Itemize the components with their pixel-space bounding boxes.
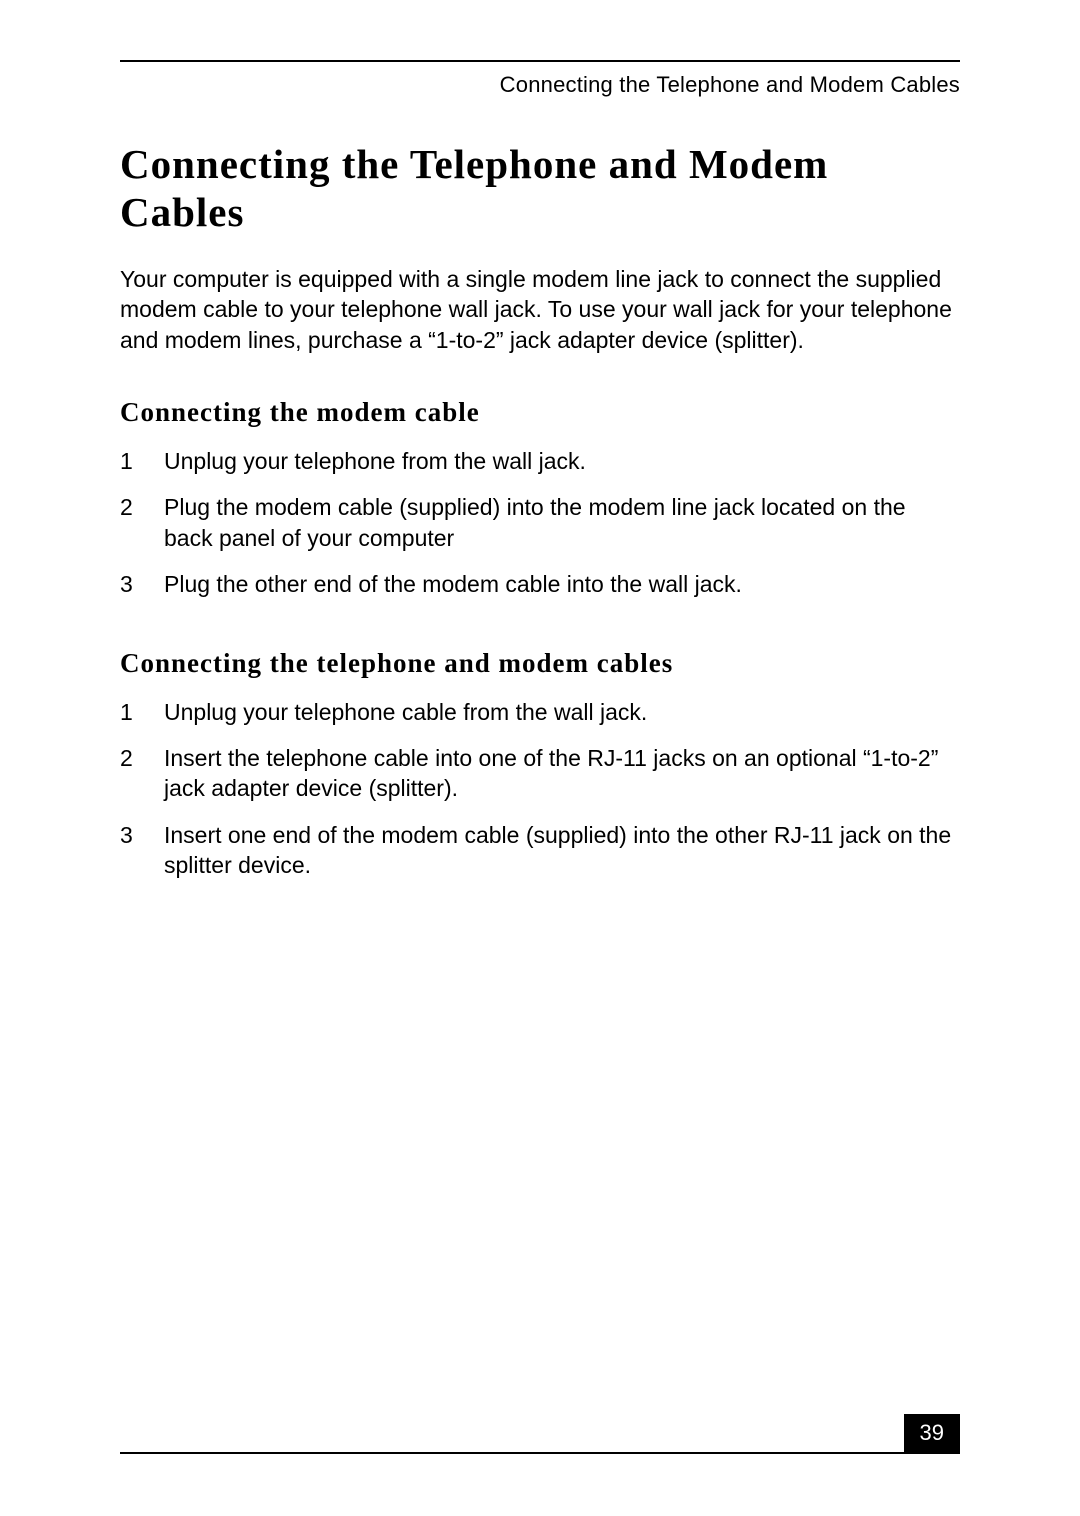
list-item-text: Insert one end of the modem cable (suppl… [164,820,960,881]
intro-paragraph: Your computer is equipped with a single … [120,264,960,355]
page: Connecting the Telephone and Modem Cable… [0,0,1080,1516]
list-item-number: 3 [120,569,164,599]
list-item-text: Plug the modem cable (supplied) into the… [164,492,960,553]
list-item: 3 Insert one end of the modem cable (sup… [120,820,960,881]
footer: 39 [120,1414,960,1454]
list-item-text: Unplug your telephone from the wall jack… [164,446,960,476]
page-title: Connecting the Telephone and Modem Cable… [120,140,960,236]
ordered-list: 1 Unplug your telephone cable from the w… [120,697,960,881]
top-rule [120,60,960,62]
list-item-number: 1 [120,697,164,727]
list-item: 1 Unplug your telephone cable from the w… [120,697,960,727]
list-item: 2 Plug the modem cable (supplied) into t… [120,492,960,553]
list-item-number: 2 [120,492,164,522]
running-head: Connecting the Telephone and Modem Cable… [120,72,960,98]
section-heading: Connecting the modem cable [120,397,960,428]
ordered-list: 1 Unplug your telephone from the wall ja… [120,446,960,599]
list-item-text: Unplug your telephone cable from the wal… [164,697,960,727]
section-heading: Connecting the telephone and modem cable… [120,648,960,679]
list-item: 3 Plug the other end of the modem cable … [120,569,960,599]
list-item-number: 1 [120,446,164,476]
list-item-text: Insert the telephone cable into one of t… [164,743,960,804]
list-item: 2 Insert the telephone cable into one of… [120,743,960,804]
bottom-rule [120,1452,960,1454]
list-item-number: 3 [120,820,164,850]
list-item-number: 2 [120,743,164,773]
list-item-text: Plug the other end of the modem cable in… [164,569,960,599]
page-number: 39 [904,1414,960,1452]
list-item: 1 Unplug your telephone from the wall ja… [120,446,960,476]
